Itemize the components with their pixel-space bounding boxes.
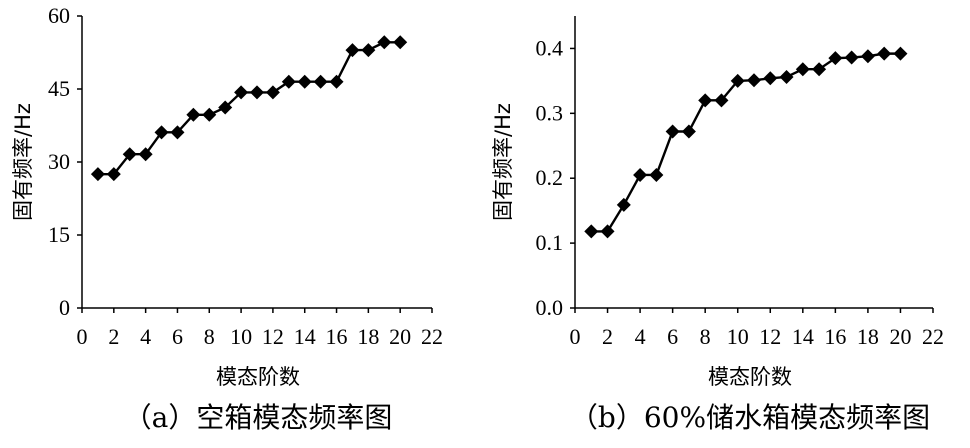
y-tick-label: 0.4 <box>536 35 564 60</box>
data-point-marker <box>649 167 664 182</box>
x-tick-label: 8 <box>700 324 711 349</box>
data-point-marker <box>281 74 296 89</box>
chart-b-svg: 0.0 0.1 0.2 0.3 0.4 0 2 4 6 8 10 12 14 16 18 20 22 固有频率/H… <box>491 16 944 434</box>
data-point-marker <box>345 43 360 58</box>
data-point-marker <box>681 124 696 139</box>
y-tick-label: 0.3 <box>536 100 564 125</box>
x-tick-label: 22 <box>922 324 944 349</box>
data-point-marker <box>186 107 201 122</box>
x-tick-label: 14 <box>792 324 814 349</box>
chart-caption: （a）空箱模态频率图 <box>124 401 393 434</box>
data-point-marker <box>329 74 344 89</box>
data-point-marker <box>584 224 599 239</box>
x-tick-label: 22 <box>421 324 443 349</box>
x-tick-label: 2 <box>602 324 613 349</box>
data-point-marker <box>633 167 648 182</box>
data-point-marker <box>812 62 827 77</box>
x-tick-label: 0 <box>77 324 88 349</box>
x-tick-label: 20 <box>389 324 411 349</box>
x-tick-label: 6 <box>667 324 678 349</box>
data-point-marker <box>361 43 376 58</box>
data-point-marker <box>600 224 615 239</box>
chart-panel-a: 0 15 30 45 60 0 2 4 6 8 10 12 14 16 18 20 22 固有频率/Hz 模态阶数（… <box>0 0 480 448</box>
y-tick-label: 0 <box>59 295 70 320</box>
data-point-marker <box>860 49 875 64</box>
data-point-marker <box>313 74 328 89</box>
series-line <box>591 52 901 233</box>
chart-caption: （b）60%储水箱模态频率图 <box>570 401 930 434</box>
data-point-marker <box>393 35 408 50</box>
data-point-marker <box>877 46 892 61</box>
data-point-marker <box>844 50 859 65</box>
y-tick-label: 0.2 <box>536 165 564 190</box>
data-point-marker <box>730 73 745 88</box>
y-axis-title: 固有频率/Hz <box>11 103 35 221</box>
y-tick-label: 60 <box>48 3 70 28</box>
y-tick-label: 0.1 <box>536 230 564 255</box>
x-axis-title: 模态阶数 <box>708 365 792 389</box>
x-tick-label: 4 <box>140 324 151 349</box>
x-tick-label: 12 <box>759 324 781 349</box>
data-point-marker <box>90 167 105 182</box>
data-point-marker <box>665 124 680 139</box>
x-axis-title: 模态阶数 <box>216 365 300 389</box>
data-point-marker <box>106 167 121 182</box>
data-point-marker <box>377 35 392 50</box>
data-point-marker <box>297 74 312 89</box>
x-tick-label: 10 <box>727 324 749 349</box>
data-point-marker <box>763 71 778 86</box>
data-point-marker <box>202 107 217 122</box>
data-point-marker <box>138 147 153 162</box>
data-point-marker <box>616 197 631 212</box>
data-point-marker <box>893 46 908 61</box>
x-tick-label: 18 <box>357 324 379 349</box>
x-tick-label: 4 <box>635 324 646 349</box>
data-point-marker <box>828 51 843 66</box>
x-tick-label: 14 <box>294 324 316 349</box>
x-tick-label: 16 <box>326 324 348 349</box>
x-tick-label: 18 <box>857 324 879 349</box>
chart-panel-b: 0.0 0.1 0.2 0.3 0.4 0 2 4 6 8 10 12 14 16 18 20 22 固有频率/H… <box>480 0 970 448</box>
data-point-marker <box>250 85 264 100</box>
y-tick-label: 0.0 <box>536 295 564 320</box>
data-point-marker <box>265 85 280 100</box>
x-tick-label: 0 <box>570 324 581 349</box>
x-tick-label: 10 <box>230 324 252 349</box>
data-point-marker <box>747 73 761 88</box>
y-tick-label: 30 <box>48 149 70 174</box>
x-tick-label: 12 <box>262 324 284 349</box>
y-tick-label: 15 <box>48 222 70 247</box>
data-point-marker <box>122 147 137 162</box>
data-point-marker <box>779 69 794 84</box>
data-point-marker <box>795 62 810 77</box>
data-point-marker <box>154 125 169 140</box>
y-axis-title: 固有频率/Hz <box>491 103 515 221</box>
x-tick-label: 16 <box>824 324 846 349</box>
x-tick-label: 2 <box>108 324 119 349</box>
y-tick-label: 45 <box>48 76 70 101</box>
x-tick-label: 8 <box>204 324 215 349</box>
data-point-marker <box>234 85 249 100</box>
data-point-marker <box>218 100 233 115</box>
data-point-marker <box>170 125 185 140</box>
data-point-marker <box>714 93 729 108</box>
x-tick-label: 6 <box>172 324 183 349</box>
data-point-marker <box>698 93 713 108</box>
x-tick-label: 20 <box>889 324 911 349</box>
